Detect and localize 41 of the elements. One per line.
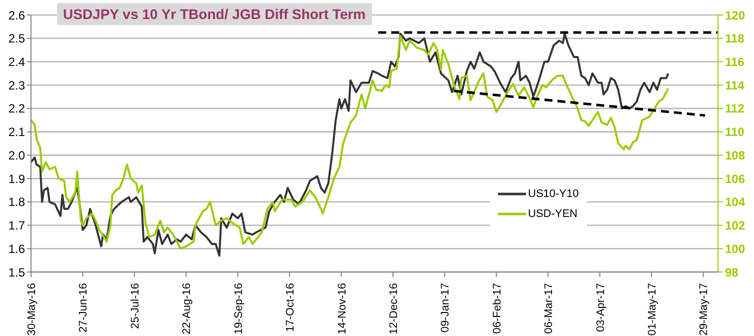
y2-tick-label: 98 (725, 265, 739, 280)
y2-tick-label: 104 (725, 195, 746, 210)
y2-tick-label: 120 (725, 8, 746, 22)
y2-tick-label: 112 (725, 102, 745, 116)
y2-tick-label: 100 (725, 242, 746, 256)
x-tick-label: 01-May-17 (646, 283, 659, 336)
x-tick-label: 14-Nov-16 (336, 283, 348, 334)
y-tick-label: 2.3 (8, 78, 26, 92)
legend-label: US10-Y10 (528, 188, 579, 200)
x-tick-label: 27-Jun-16 (78, 283, 90, 333)
y-tick-label: 2.1 (8, 125, 26, 140)
y-tick-label: 2.0 (8, 148, 26, 162)
x-tick-label: 17-Oct-16 (284, 283, 297, 332)
chart-title: USDJPY vs 10 Yr TBond/ JGB Diff Short Term (57, 3, 372, 25)
x-tick-label: 30-May-16 (26, 283, 38, 336)
x-tick-label: 03-Apr-17 (594, 283, 607, 332)
x-tick-label: 19-Sep-16 (232, 283, 245, 334)
y-tick-label: 2.4 (8, 54, 26, 69)
y-tick-label: 1.7 (8, 218, 26, 233)
y2-tick-label: 114 (725, 78, 745, 92)
x-tick-label: 06-Mar-17 (543, 283, 556, 334)
y2-tick-label: 116 (725, 54, 745, 69)
y-tick-label: 1.8 (8, 195, 26, 210)
x-tick-label: 06-Feb-17 (491, 283, 504, 334)
legend-label: USD-YEN (528, 208, 578, 220)
y2-tick-label: 108 (725, 148, 746, 162)
y2-tick-label: 102 (725, 218, 746, 233)
y2-tick-label: 106 (725, 172, 746, 186)
y-tick-label: 2.6 (8, 8, 26, 22)
y-tick-label: 1.5 (8, 265, 26, 280)
y2-tick-label: 118 (725, 32, 745, 46)
x-tick-label: 09-Jan-17 (440, 283, 452, 333)
y-tick-label: 2.5 (8, 32, 26, 46)
y-tick-label: 1.9 (8, 172, 26, 186)
x-tick-label: 12-Dec-16 (388, 283, 400, 334)
x-tick-label: 22-Aug-16 (181, 283, 194, 334)
y-tick-label: 1.6 (8, 242, 26, 256)
y2-tick-label: 110 (725, 125, 745, 140)
x-tick-label: 25-Jul-16 (129, 283, 142, 329)
y-tick-label: 2.2 (8, 102, 26, 116)
x-tick-label: 29-May-17 (698, 283, 710, 336)
